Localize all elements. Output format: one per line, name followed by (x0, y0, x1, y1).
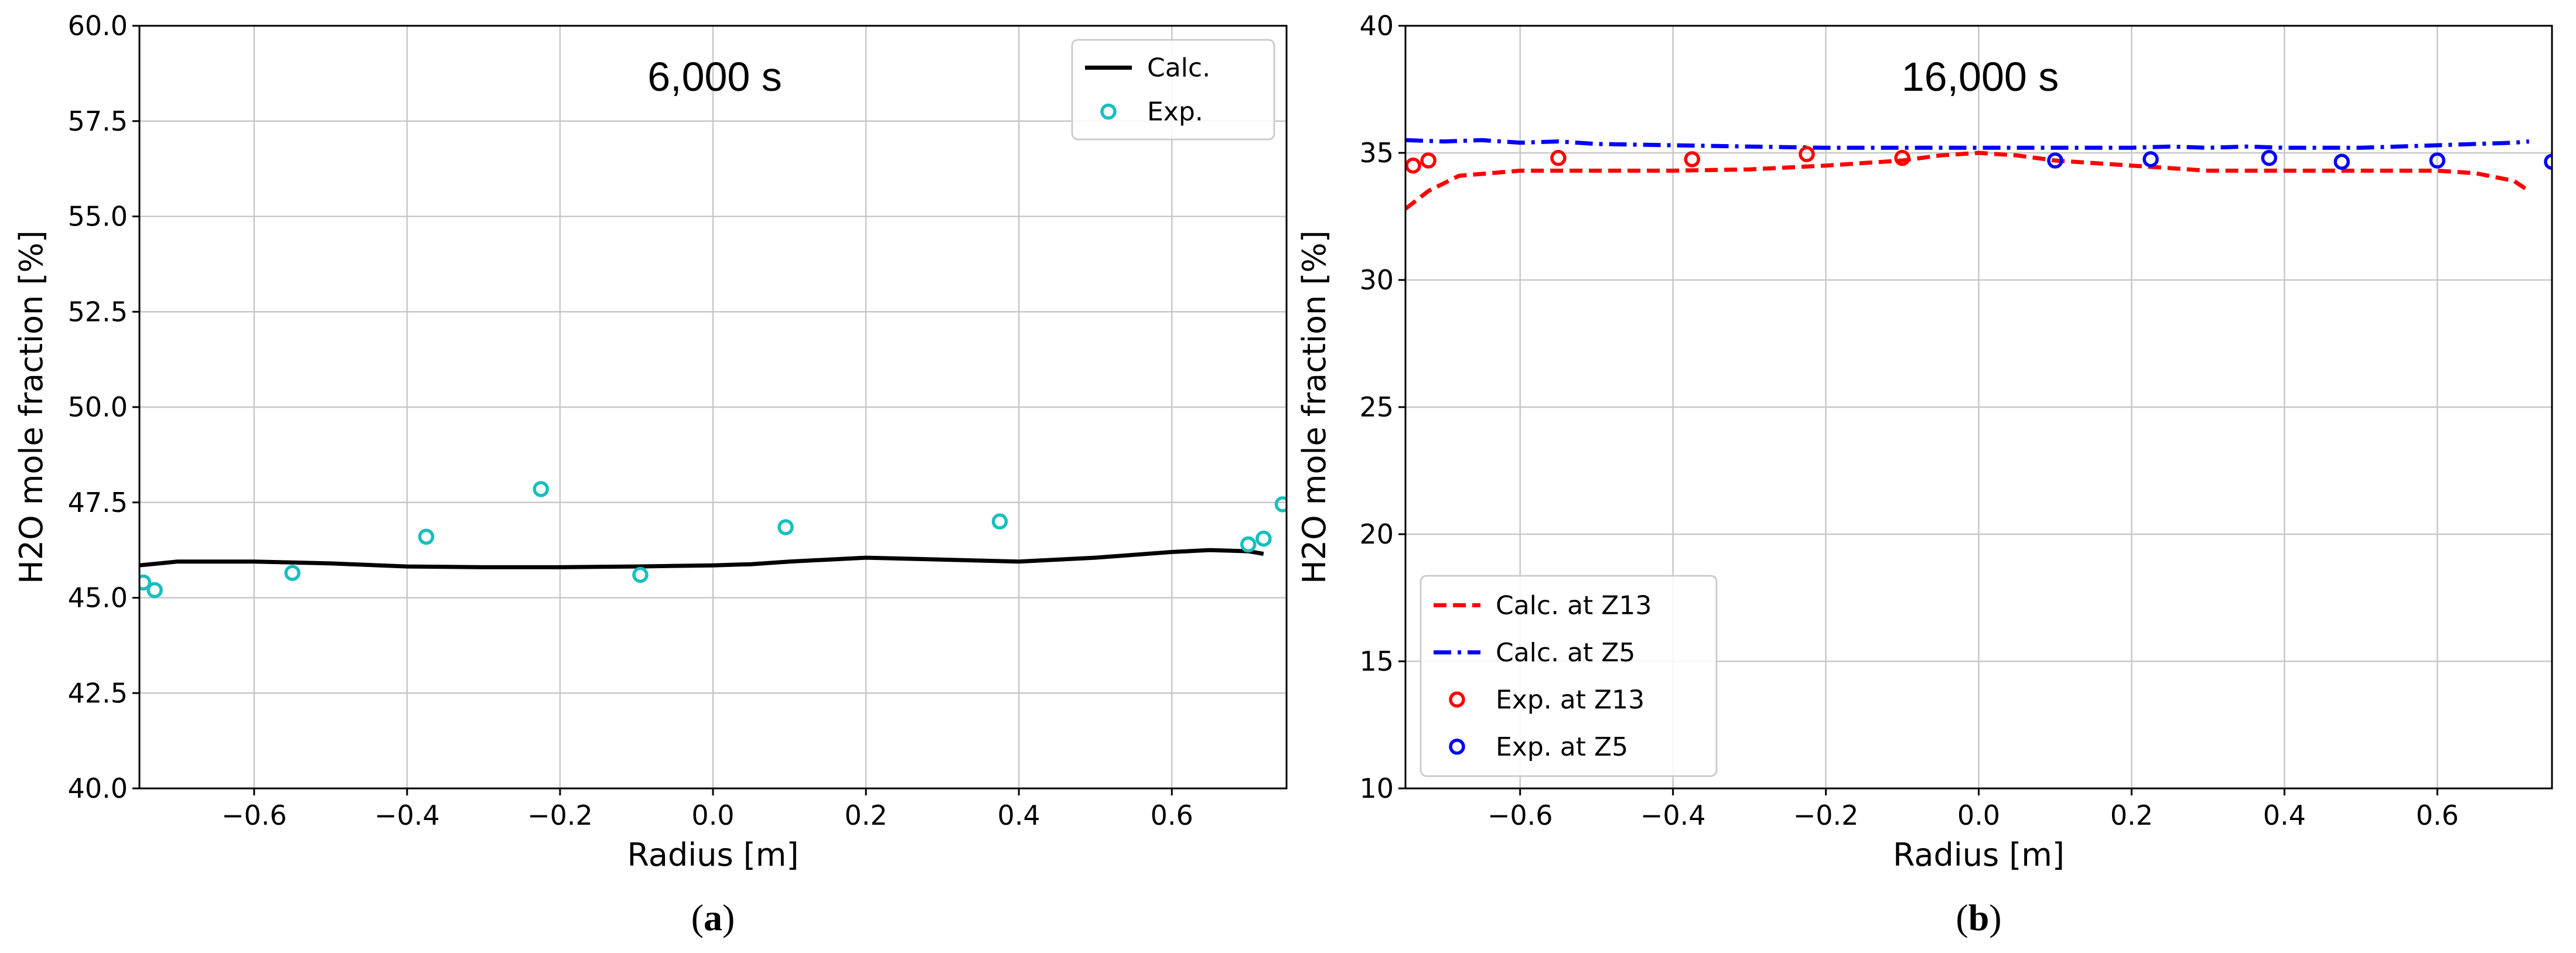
chart-b-x-tick-label: −0.6 (1487, 800, 1553, 831)
chart-b-y-tick-label: 35 (1359, 137, 1394, 169)
chart-a-data-point (418, 528, 435, 545)
chart-b-y-tick-label: 40 (1359, 10, 1394, 42)
chart-a-y-tick-label: 60.0 (68, 10, 128, 42)
chart-a-y-tick-label: 47.5 (68, 487, 128, 518)
chart-b-y-axis-label: H2O mole fraction [%] (1296, 230, 1333, 584)
chart-b-x-tick-label: 0.0 (1957, 800, 2000, 831)
chart-b-data-point (1894, 149, 1910, 166)
chart-a-x-tick-label: 0.6 (1151, 800, 1193, 831)
chart-a-legend-label: Exp. (1147, 97, 1203, 127)
chart-a-y-tick-label: 50.0 (68, 391, 128, 423)
chart-a-caption: (a) (691, 897, 735, 938)
chart-a-y-tick-label: 42.5 (68, 677, 128, 709)
chart-a-x-axis-label: Radius [m] (627, 836, 799, 873)
chart-b-data-point (2544, 153, 2552, 170)
chart-b-legend-label: Calc. at Z13 (1496, 590, 1652, 620)
chart-a-legend: Calc. Exp. (1071, 39, 1275, 141)
chart-b-time-label: 16,000 s (1902, 54, 2059, 100)
chart-a-x-tick-label: 0.4 (998, 800, 1040, 831)
chart-a-y-tick-label: 57.5 (68, 105, 128, 137)
chart-b-x-axis-label: Radius [m] (1893, 836, 2065, 873)
chart-a-y-tick-label: 55.0 (68, 201, 128, 233)
chart-b-y-tick-label: 10 (1359, 773, 1394, 804)
chart-a-data-point (1274, 496, 1287, 513)
chart-a-data-point (1240, 536, 1257, 553)
chart-b-data-point (1405, 157, 1421, 174)
chart-a-x-tick-label: 0.0 (691, 800, 734, 831)
chart-a-y-tick-label: 40.0 (68, 773, 128, 804)
chart-b-data-point (1799, 146, 1815, 162)
chart-a-data-point (1255, 530, 1272, 547)
chart-a-series-line-0 (139, 548, 1264, 569)
chart-b-data-point (2047, 152, 2063, 169)
chart-a-data-point (146, 582, 163, 599)
chart-b-series-line-0 (1405, 151, 2530, 211)
chart-b-legend-marker-swatch (1449, 739, 1465, 755)
chart-a-legend-box (1071, 39, 1275, 141)
chart-a-plot-area (139, 481, 1287, 599)
chart-b-data-point (2333, 153, 2350, 170)
chart-b-y-tick-label: 30 (1359, 264, 1394, 296)
chart-b-data-point (1420, 152, 1437, 169)
chart-b-series-line-1 (1405, 138, 2530, 150)
chart-a-y-tick-label: 52.5 (68, 296, 128, 327)
chart-b-legend-marker-swatch (1449, 691, 1465, 708)
chart-b-y-tick-label: 25 (1359, 391, 1394, 423)
chart-b-legend-box (1420, 575, 1718, 777)
chart-a-legend-marker-swatch (1100, 103, 1117, 120)
chart-b-x-tick-label: 0.4 (2263, 800, 2306, 831)
chart-b-legend-label: Exp. at Z13 (1496, 685, 1644, 715)
chart-a-x-tick-label: −0.4 (374, 800, 440, 831)
chart-b-data-point (2429, 152, 2446, 169)
chart-a-data-point (139, 574, 152, 591)
chart-a-x-tick-label: 0.2 (844, 800, 887, 831)
chart-b-x-tick-label: 0.2 (2110, 800, 2153, 831)
chart-a-data-point (991, 513, 1008, 530)
chart-a-x-tick-label: −0.2 (527, 800, 593, 831)
chart-b-data-point (2142, 151, 2159, 168)
chart-a-data-point (632, 566, 649, 583)
chart-b-x-tick-label: −0.4 (1640, 800, 1706, 831)
chart-b-data-point (1684, 151, 1700, 168)
chart-b-plot-area (1405, 138, 2552, 211)
chart-a-y-axis-label: H2O mole fraction [%] (13, 230, 50, 584)
chart-b-legend-label: Exp. at Z5 (1496, 732, 1628, 762)
chart-a-time-label: 6,000 s (647, 54, 782, 100)
chart-b-legend: Calc. at Z13 Calc. at Z5 Exp. at Z13 Exp. a… (1420, 575, 1718, 777)
chart-a-x-tick-label: −0.6 (221, 800, 287, 831)
chart-a-data-point (533, 481, 550, 497)
chart-b-y-tick-label: 15 (1359, 645, 1394, 677)
chart-b-x-tick-label: −0.2 (1793, 800, 1859, 831)
chart-a-legend-label: Calc. (1147, 53, 1210, 83)
chart-a-data-point (284, 565, 301, 581)
chart-b-legend-label: Calc. at Z5 (1496, 638, 1635, 668)
chart-a-y-tick-label: 45.0 (68, 582, 128, 614)
chart-b: −0.6 −0.4 −0.2 0.0 0.2 0.4 0.6 10 15 20 25 30 35 40 Ra… (1296, 10, 2553, 938)
chart-a: −0.6 −0.4 −0.2 0.0 0.2 0.4 0.6 40.0 42.5 45.0 47.5… (13, 10, 1288, 938)
chart-a-data-point (777, 519, 794, 535)
chart-b-y-tick-label: 20 (1359, 518, 1394, 550)
chart-b-caption: (b) (1956, 897, 2001, 938)
chart-b-data-point (1550, 149, 1567, 166)
chart-b-data-point (2261, 149, 2278, 166)
chart-b-x-tick-label: 0.6 (2416, 800, 2459, 831)
